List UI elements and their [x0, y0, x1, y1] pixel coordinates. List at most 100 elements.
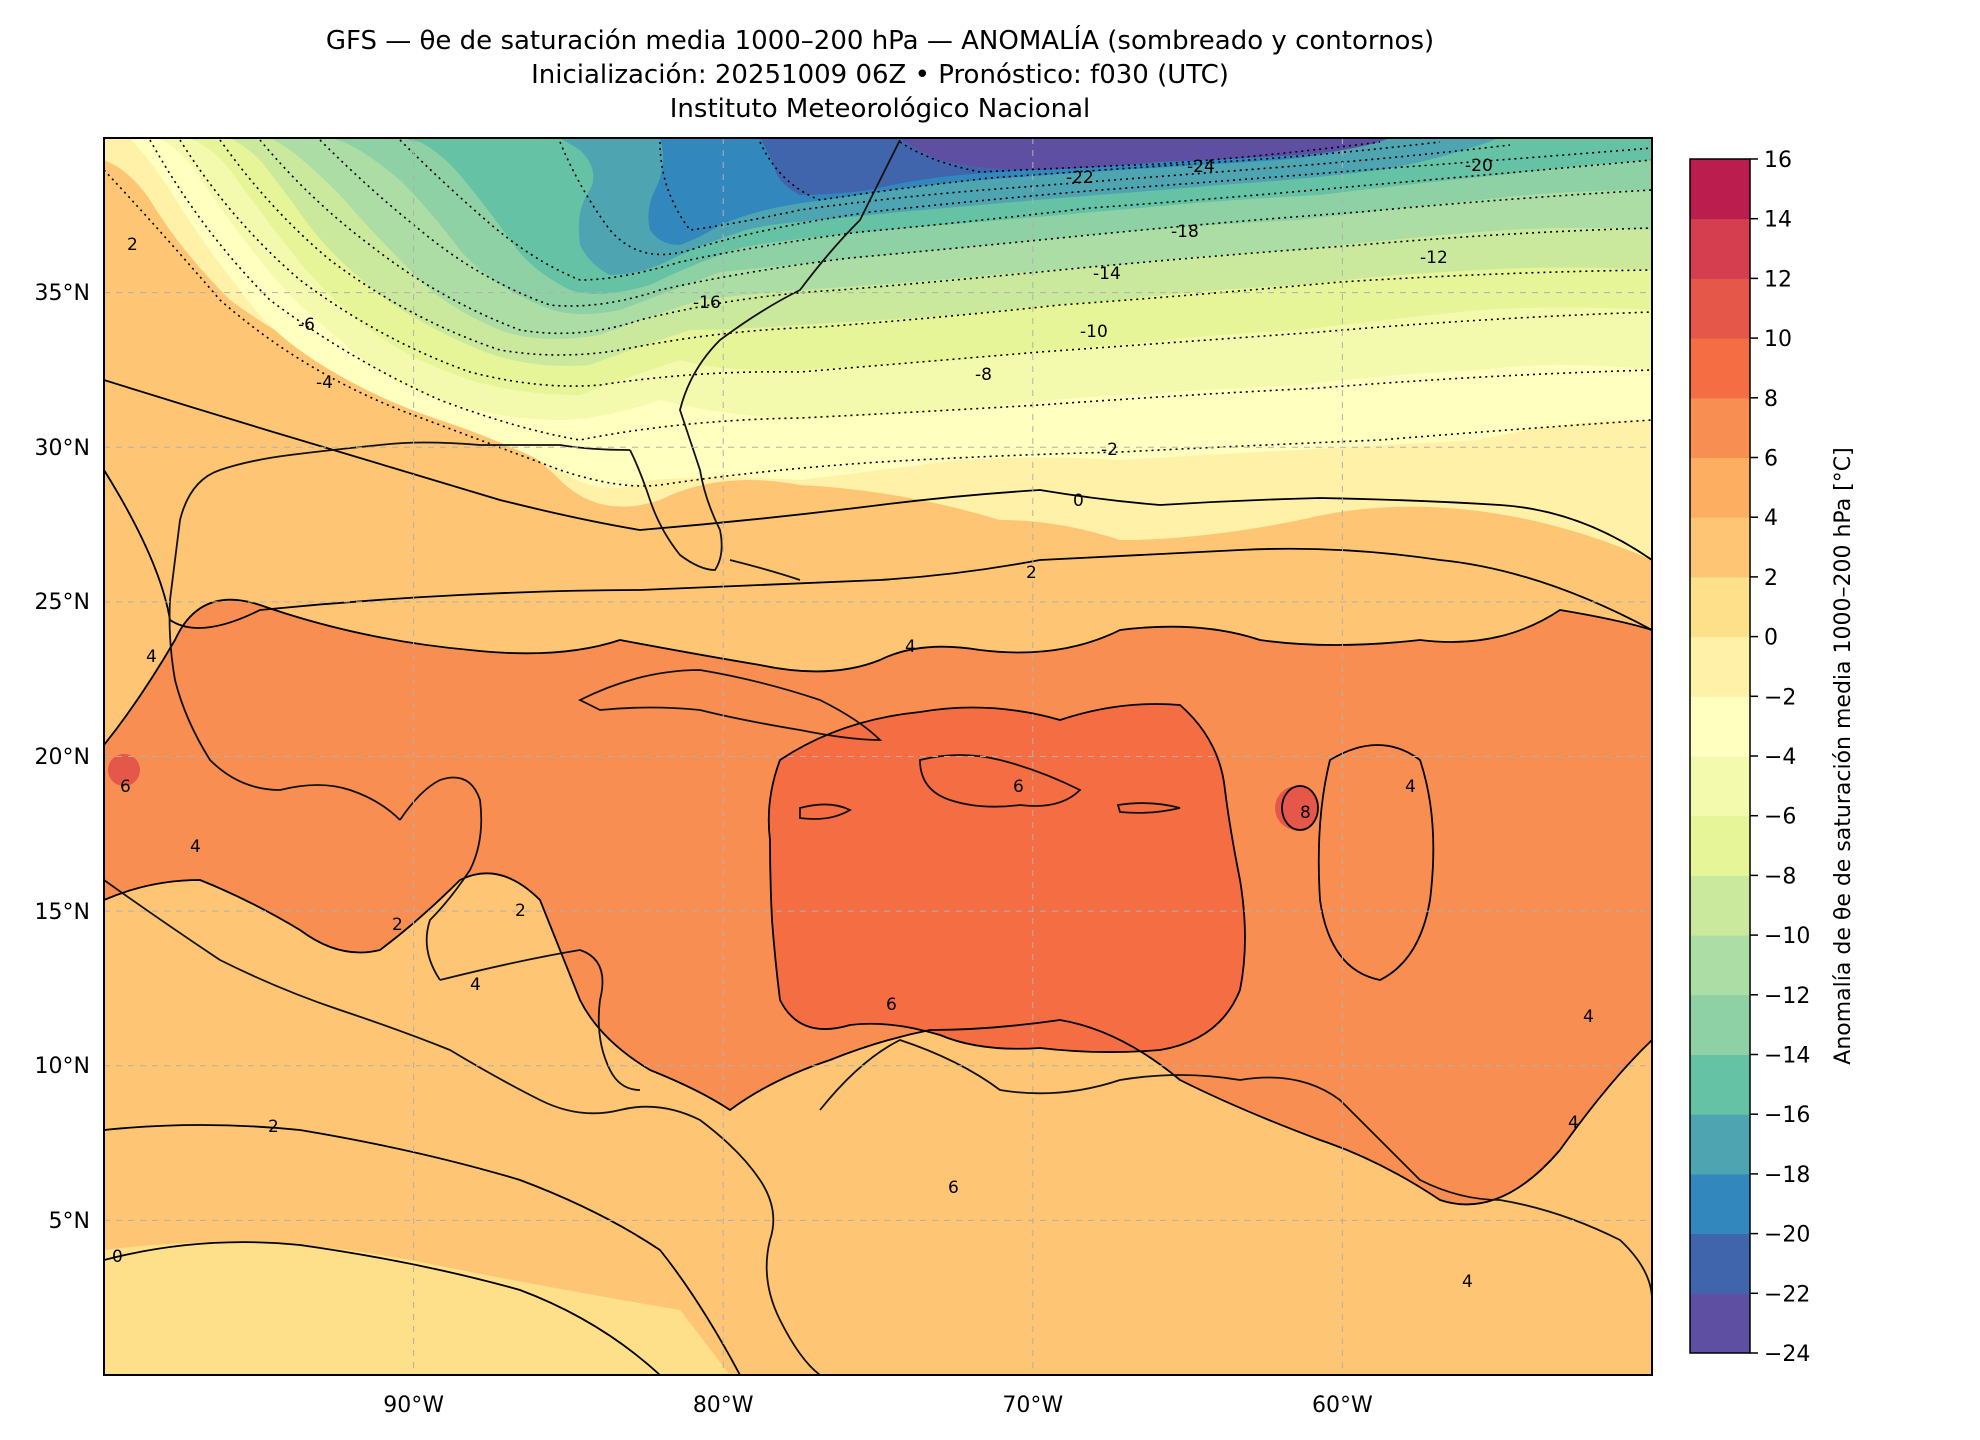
colorbar-swatch: [1690, 756, 1750, 817]
contour-6-east: [1281, 785, 1319, 831]
figure-titles: GFS — θe de saturación media 1000–200 hP…: [0, 24, 1760, 126]
contour-minus12: [319, 139, 1652, 307]
colorbar-tick-label: −20: [1764, 1223, 1810, 1248]
colorbar-swatch: [1690, 636, 1750, 697]
colorbar-tick-label: 6: [1764, 447, 1778, 472]
colorbar-swatch: [1690, 1293, 1750, 1354]
colorbar-tick-label: −2: [1764, 685, 1796, 710]
colorbar-swatch: [1690, 278, 1750, 339]
title-line-1: GFS — θe de saturación media 1000–200 hP…: [325, 26, 1435, 56]
contour-label-2: 2: [1026, 563, 1037, 583]
colorbar-tick-label: 0: [1764, 626, 1778, 651]
contour-minus14: [399, 139, 1652, 281]
coast-south-america: [819, 1039, 1652, 1301]
coast-central-america: [104, 879, 821, 1375]
contour-label-minus4: -4: [316, 373, 333, 393]
colorbar-tick-label: 2: [1764, 566, 1778, 591]
anomaly-hotspot-west: [108, 754, 140, 786]
lon-tick-90w: 90°W: [383, 1393, 444, 1418]
anomaly-hotspot-east: [1275, 786, 1319, 830]
contour-labels: -24 -22 -20 -18 -16 -14 -12 -10 -8 -6 -4…: [112, 156, 1594, 1292]
colorbar-tick-label: −4: [1764, 745, 1796, 770]
contour-6: [767, 703, 1246, 1053]
map-area: -24 -22 -20 -18 -16 -14 -12 -10 -8 -6 -4…: [104, 138, 1652, 1375]
coast-puerto-rico: [1116, 802, 1181, 814]
colorbar-swatch: [1690, 875, 1750, 936]
title-line-3: Instituto Meteorológico Nacional: [669, 94, 1091, 124]
colorbar-swatch: [1690, 994, 1750, 1055]
contour-label-6-west: 6: [120, 777, 131, 797]
contour-minus18: [659, 141, 1511, 231]
coast-hispaniola: [919, 754, 1082, 808]
contour-minus22: [899, 141, 1381, 173]
lon-tick-80w: 80°W: [693, 1393, 754, 1418]
colorbar-tick-label: 14: [1764, 208, 1792, 233]
coast-cuba: [577, 669, 883, 741]
colorbar-swatch: [1690, 1114, 1750, 1175]
lon-tick-60w: 60°W: [1312, 1393, 1373, 1418]
contour-minus6: [179, 139, 1652, 387]
graticule: [104, 138, 1652, 1375]
contour-label-minus18: -18: [1171, 222, 1199, 242]
lat-tick-20n: 20°N: [35, 745, 90, 770]
contour-label-minus24: -24: [1187, 157, 1215, 177]
longitude-axis: 90°W 80°W 70°W 60°W: [383, 1393, 1373, 1418]
colorbar-swatch: [1690, 517, 1750, 578]
map-frame: [103, 137, 1653, 1376]
colorbar-tick-label: −16: [1764, 1103, 1810, 1128]
contour-2-south: [104, 1124, 741, 1375]
colorbar-tick-label: −10: [1764, 924, 1810, 949]
contour-4-east-island: [1317, 744, 1435, 981]
lon-tick-70w: 70°W: [1002, 1393, 1063, 1418]
latitude-axis: 35°N 30°N 25°N 20°N 15°N 10°N 5°N: [35, 281, 90, 1234]
colorbar-swatch: [1690, 935, 1750, 996]
colorbar: 16 14 12 10 8 6 4 2 0 −2 −4 −6 −8 −10 −12 −14 −16 −18 −20 −…: [1689, 148, 1856, 1367]
title-line-2: Inicialización: 20251009 06Z • Pronóstic…: [531, 60, 1229, 90]
contour-label-minus14: -14: [1093, 264, 1121, 284]
coast-jamaica: [799, 803, 852, 820]
contour-label-minus2: -2: [1101, 440, 1118, 460]
coast-honduras-nicaragua: [439, 949, 641, 1091]
contour-label-4-atlantic: 4: [1405, 777, 1416, 797]
colorbar-tick-label: −18: [1764, 1163, 1810, 1188]
lat-tick-30n: 30°N: [35, 436, 90, 461]
colorbar-swatch: [1690, 815, 1750, 876]
colorbar-swatch: [1690, 696, 1750, 757]
colorbar-tick-label: 8: [1764, 387, 1778, 412]
coast-florida-keys: [729, 559, 801, 581]
anomaly-band-6-to-8: [768, 704, 1245, 1053]
lat-tick-10n: 10°N: [35, 1054, 90, 1079]
contour-minus8: [219, 139, 1652, 356]
contour-4-south: [104, 872, 1652, 1206]
contour-label-4-guiana: 4: [1568, 1113, 1579, 1133]
anomaly-band-0-to-2-south: [104, 1242, 730, 1375]
colorbar-tick-label: 16: [1764, 148, 1792, 173]
colorbar-swatch: [1690, 576, 1750, 638]
contour-0: [104, 379, 1652, 561]
contour-minus10: [259, 139, 1652, 335]
colorbar-swatch: [1690, 338, 1750, 399]
colorbar-ticks: 16 14 12 10 8 6 4 2 0 −2 −4 −6 −8 −10 −12 −14 −16 −18 −20 −…: [1750, 148, 1810, 1367]
contour-label-minus10: -10: [1080, 322, 1108, 342]
contour-label-2-central-america: 2: [392, 915, 403, 935]
contour-label-minus16: -16: [693, 293, 721, 313]
colorbar-tick-label: 10: [1764, 327, 1792, 352]
colorbar-swatch: [1690, 397, 1750, 458]
colorbar-tick-label: 4: [1764, 506, 1778, 531]
contour-label-2-belize: 2: [515, 901, 526, 921]
contour-label-4-brazil: 4: [1462, 1272, 1473, 1292]
contour-label-8-east: 8: [1300, 803, 1311, 823]
lat-tick-15n: 15°N: [35, 900, 90, 925]
colorbar-swatch: [1690, 218, 1750, 279]
contour-label-4-west: 4: [146, 647, 157, 667]
colorbar-tick-label: −24: [1764, 1342, 1810, 1367]
colorbar-swatch: [1690, 159, 1750, 220]
contour-minus16: [559, 141, 1652, 256]
coast-yucatan: [399, 776, 483, 981]
colorbar-swatches: [1690, 159, 1750, 1354]
contour-label-minus8: -8: [975, 365, 992, 385]
contour-label-6-colombia: 6: [948, 1178, 959, 1198]
contour-label-4-east: 4: [1583, 1007, 1594, 1027]
contour-label-0: 0: [1073, 491, 1084, 511]
